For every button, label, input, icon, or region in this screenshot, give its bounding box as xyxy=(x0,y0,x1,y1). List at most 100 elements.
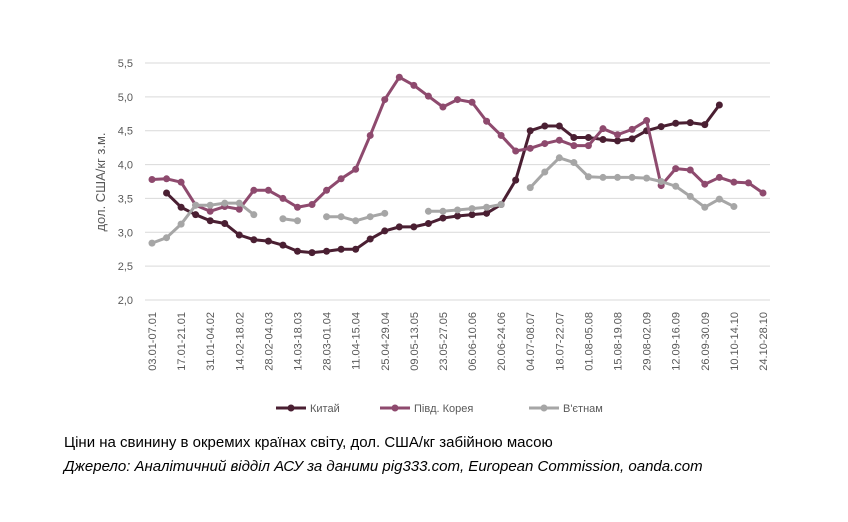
data-point xyxy=(541,140,549,148)
data-point xyxy=(293,217,301,225)
x-tick-label: 09.05-13.05 xyxy=(409,312,421,371)
data-point xyxy=(163,189,171,197)
y-tick-label: 5,0 xyxy=(118,92,133,104)
legend-label: Китай xyxy=(310,403,340,415)
x-tick-label: 03.01-07.01 xyxy=(147,312,159,371)
data-point xyxy=(686,166,694,174)
data-point xyxy=(715,173,723,181)
x-tick-label: 28.03-01.04 xyxy=(322,312,334,371)
data-point xyxy=(293,203,301,211)
data-point xyxy=(570,133,578,141)
data-point xyxy=(584,173,592,181)
data-point xyxy=(352,245,360,253)
y-tick-label: 3,5 xyxy=(118,193,133,205)
data-point xyxy=(177,203,185,211)
data-point xyxy=(715,195,723,203)
data-point xyxy=(657,123,665,131)
data-point xyxy=(730,203,738,211)
x-tick-label: 25.04-29.04 xyxy=(380,312,392,371)
data-point xyxy=(279,241,287,249)
data-point xyxy=(352,165,360,173)
data-point xyxy=(221,199,229,207)
data-point xyxy=(599,125,607,133)
legend-marker xyxy=(540,404,548,412)
data-point xyxy=(701,180,709,188)
data-point xyxy=(672,182,680,190)
data-point xyxy=(206,217,214,225)
data-point xyxy=(424,92,432,100)
data-point xyxy=(672,165,680,173)
data-point xyxy=(337,213,345,221)
x-tick-label: 26.09-30.09 xyxy=(700,312,712,371)
data-point xyxy=(526,184,534,192)
x-tick-label: 06.06-10.06 xyxy=(467,312,479,371)
data-point xyxy=(439,103,447,111)
data-point xyxy=(614,131,622,139)
data-point xyxy=(614,137,622,145)
x-tick-label: 24.10-28.10 xyxy=(758,312,770,371)
data-point xyxy=(279,215,287,223)
data-point xyxy=(250,236,258,244)
x-tick-label: 11.04-15.04 xyxy=(351,312,363,370)
y-tick-label: 4,5 xyxy=(118,126,133,138)
data-point xyxy=(424,219,432,227)
data-point xyxy=(483,203,491,211)
y-tick-label: 5,5 xyxy=(118,58,133,70)
data-point xyxy=(410,223,418,231)
x-tick-label: 17.01-21.01 xyxy=(176,312,188,371)
data-point xyxy=(206,207,214,215)
source: Джерело: Аналітичний відділ АСУ за даним… xyxy=(64,458,703,475)
x-tick-label: 12.09-16.09 xyxy=(671,312,683,371)
y-tick-label: 2,0 xyxy=(118,295,133,307)
data-point xyxy=(163,175,171,183)
data-point xyxy=(715,101,723,109)
data-point xyxy=(366,213,374,221)
data-point xyxy=(235,199,243,207)
data-point xyxy=(337,245,345,253)
y-axis-label: дол. США/кг з.м. xyxy=(93,132,108,231)
data-point xyxy=(483,117,491,125)
data-point xyxy=(192,201,200,209)
data-point xyxy=(526,144,534,152)
legend-marker xyxy=(287,404,295,412)
y-tick-label: 3,0 xyxy=(118,227,133,239)
data-point xyxy=(599,173,607,181)
data-point xyxy=(395,223,403,231)
data-point xyxy=(163,234,171,242)
data-point xyxy=(264,186,272,194)
data-point xyxy=(279,194,287,202)
data-point xyxy=(148,175,156,183)
data-point xyxy=(250,211,258,219)
data-point xyxy=(686,119,694,127)
data-point xyxy=(177,178,185,186)
data-point xyxy=(177,220,185,228)
data-point xyxy=(395,73,403,81)
data-point xyxy=(570,159,578,167)
data-point xyxy=(497,131,505,139)
y-tick-label: 2,5 xyxy=(118,261,133,273)
data-point xyxy=(468,205,476,213)
x-tick-label: 14.03-18.03 xyxy=(292,312,304,371)
data-point xyxy=(323,213,331,221)
data-point xyxy=(235,231,243,239)
chart: дол. США/кг з.м. 2,0 2,5 3,0 3,5 4,0 4,5 5,0 5,… xyxy=(93,58,770,415)
data-point xyxy=(366,235,374,243)
data-point xyxy=(541,122,549,130)
x-tick-label: 31.01-04.02 xyxy=(205,312,217,371)
data-point xyxy=(483,209,491,217)
data-point xyxy=(628,135,636,143)
x-tick-label: 04.07-08.07 xyxy=(525,312,537,371)
data-point xyxy=(192,211,200,219)
data-point xyxy=(614,173,622,181)
data-point xyxy=(454,96,461,104)
data-point xyxy=(250,186,258,194)
data-point xyxy=(468,211,476,219)
data-point xyxy=(759,189,767,197)
x-tick-label: 10.10-14.10 xyxy=(729,312,741,371)
x-tick-label: 23.05-27.05 xyxy=(438,312,450,371)
data-point xyxy=(555,136,563,144)
data-point xyxy=(744,179,752,187)
data-point xyxy=(628,173,636,181)
data-point xyxy=(381,227,389,235)
